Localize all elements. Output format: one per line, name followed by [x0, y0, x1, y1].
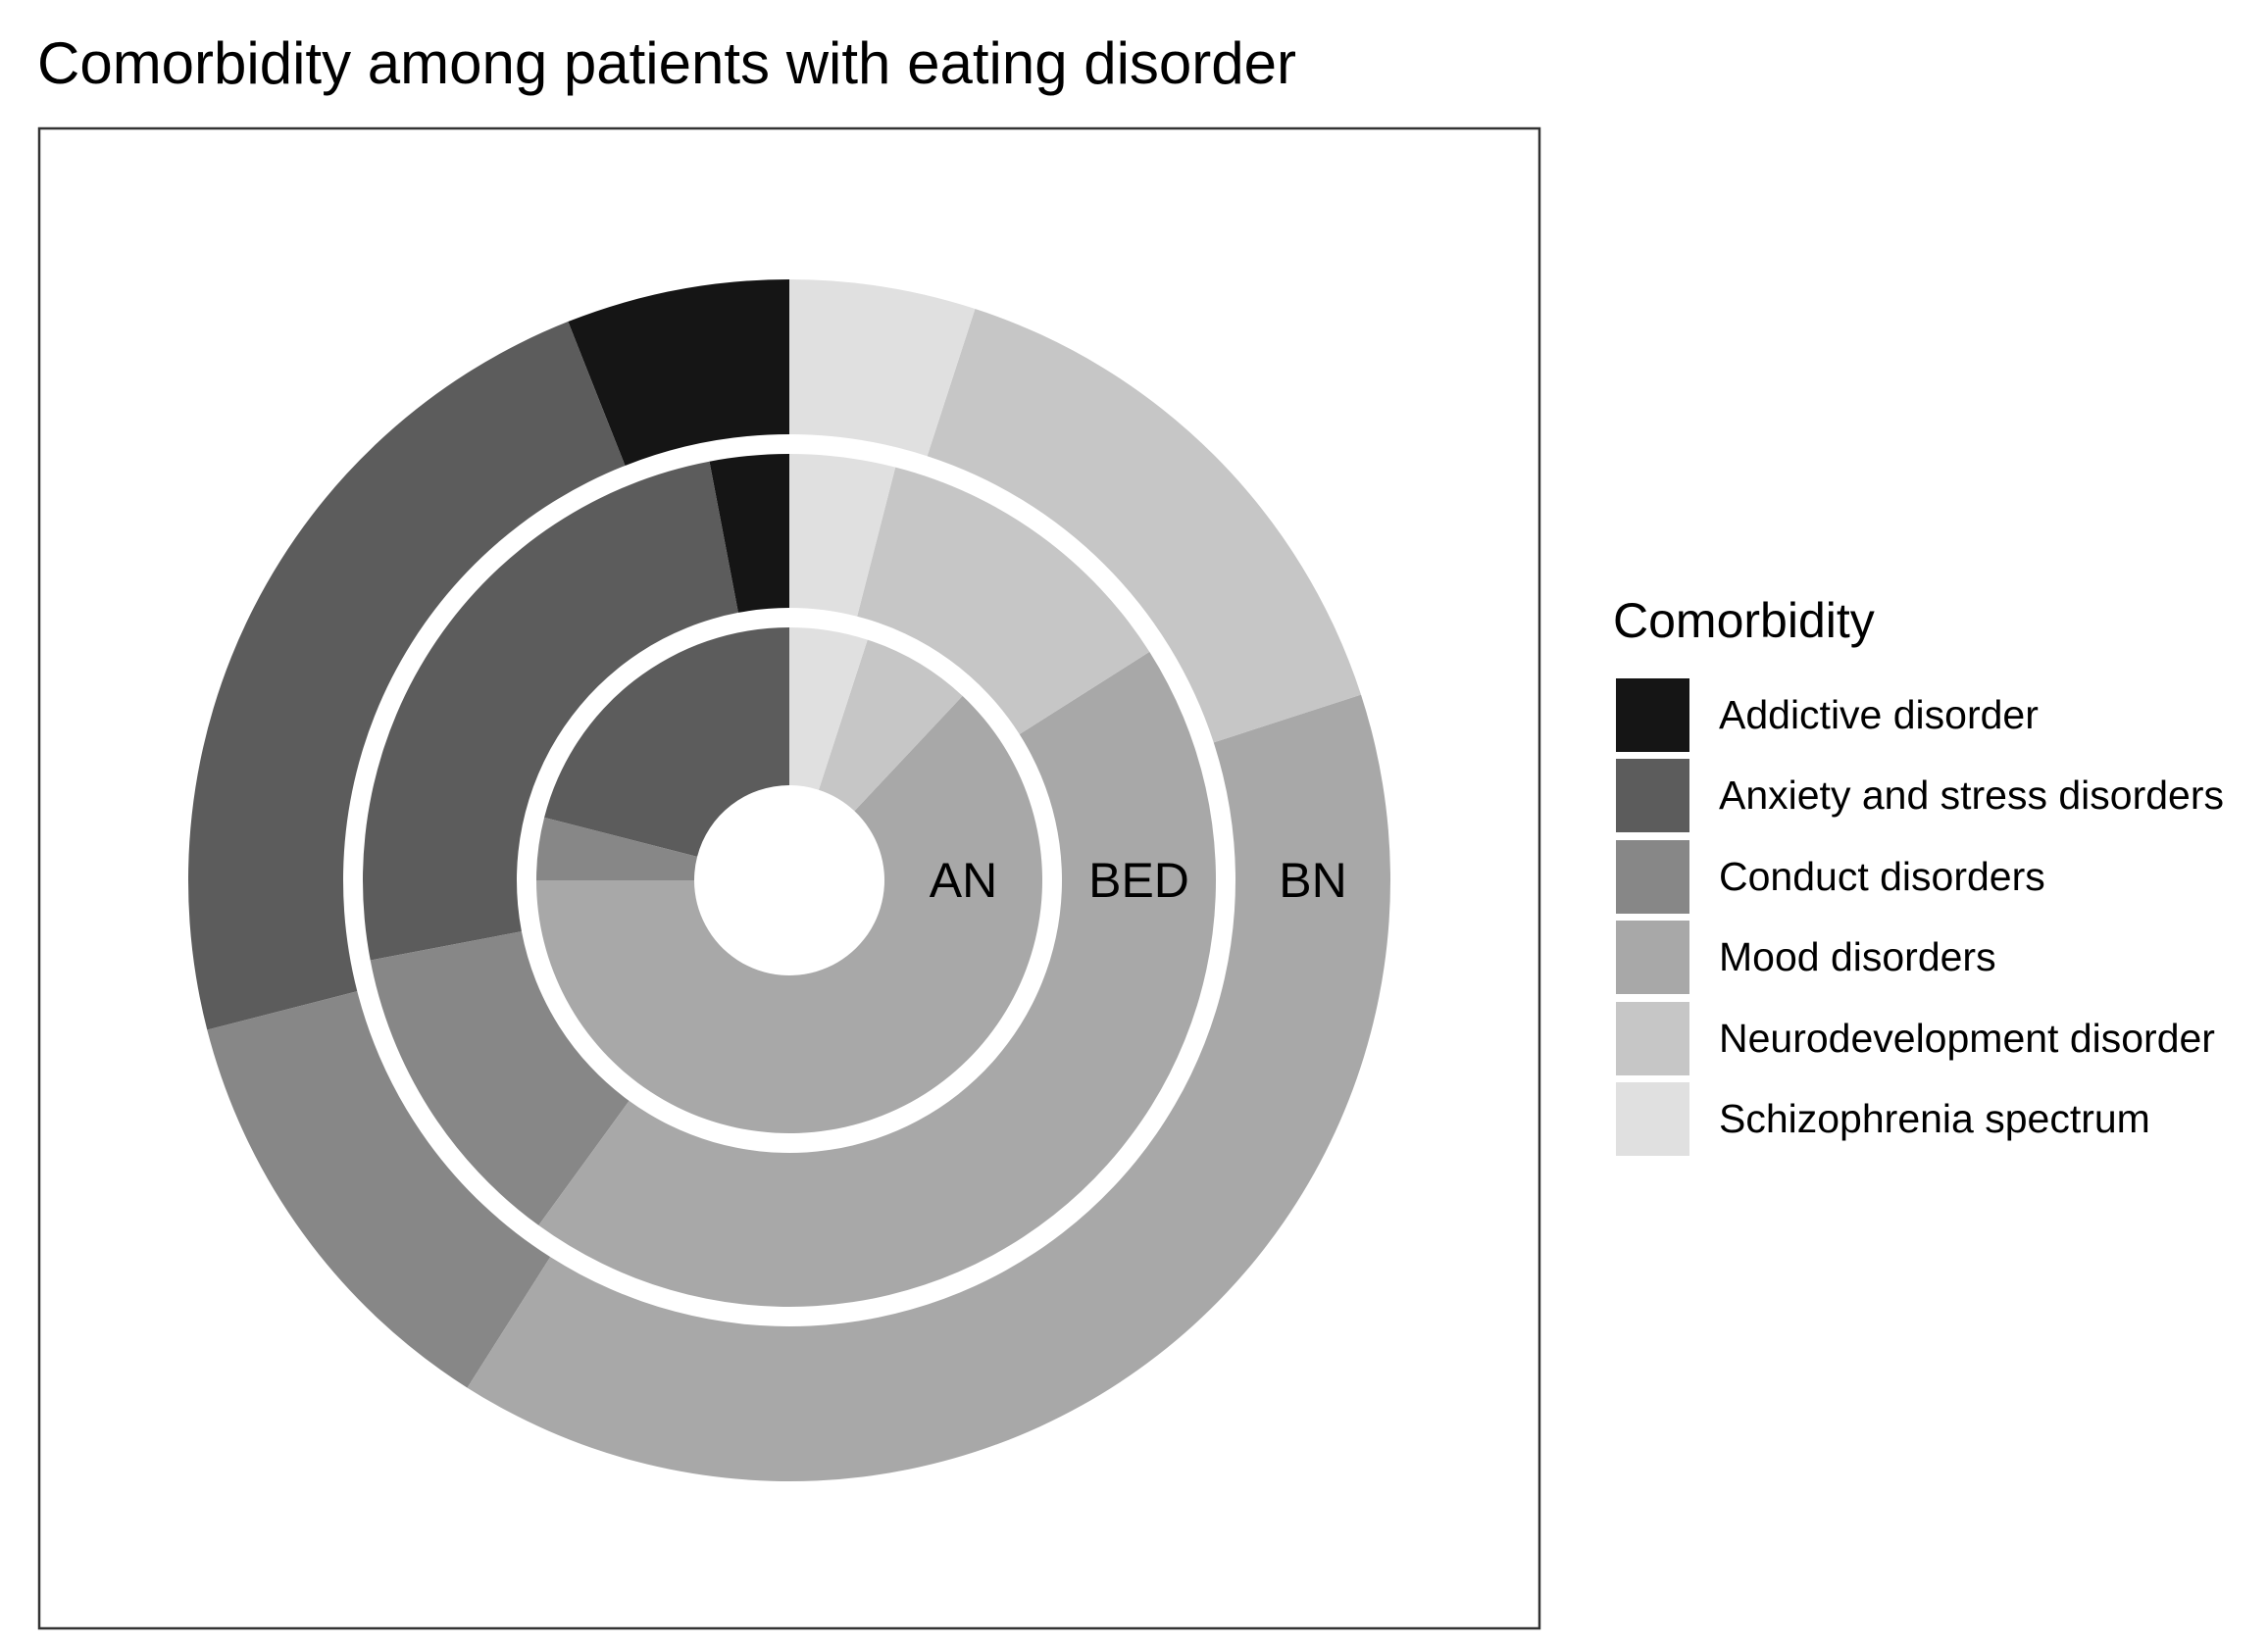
chart-title: Comorbidity among patients with eating d… [37, 30, 1296, 96]
slice-bed-anxiety-and-stress-disorders [363, 461, 738, 961]
plot-panel-border [37, 126, 1541, 1630]
legend-swatch [1616, 759, 1689, 832]
ring-label-an: AN [930, 853, 997, 908]
slice-bn-schizophrenia-spectrum [789, 279, 976, 457]
legend-item-schizophrenia-spectrum: Schizophrenia spectrum [1616, 1082, 2150, 1157]
slice-an-schizophrenia-spectrum [789, 627, 868, 790]
slice-bed-conduct-disorders [370, 931, 630, 1225]
legend-swatch [1616, 839, 1689, 914]
slice-an-mood-disorders [536, 695, 1042, 1133]
slice-bn-conduct-disorders [207, 991, 551, 1388]
legend-label: Schizophrenia spectrum [1719, 1096, 2150, 1141]
legend-item-mood-disorders: Mood disorders [1616, 921, 1996, 995]
legend-swatch [1616, 1001, 1689, 1075]
slice-bn-anxiety-and-stress-disorders [188, 322, 626, 1030]
legend-item-conduct-disorders: Conduct disorders [1616, 839, 2045, 914]
ring-label-bn: BN [1279, 853, 1346, 908]
slice-bed-schizophrenia-spectrum [789, 454, 896, 617]
slice-an-conduct-disorders [536, 817, 698, 880]
legend-label: Anxiety and stress disorders [1719, 773, 2225, 818]
slice-bed-mood-disorders [538, 651, 1216, 1307]
slice-bed-neurodevelopment-disorder [857, 467, 1150, 735]
legend-item-addictive-disorder: Addictive disorder [1616, 677, 2039, 752]
ring-label-bed: BED [1088, 853, 1189, 908]
slice-bn-addictive-disorder [568, 279, 789, 466]
legend-swatch [1616, 677, 1689, 752]
slice-bn-neurodevelopment-disorder [927, 309, 1361, 743]
slice-bn-mood-disorders [467, 694, 1390, 1481]
legend-swatch [1616, 921, 1689, 994]
legend-label: Mood disorders [1719, 934, 1996, 979]
ring-labels: AN BED BN [930, 853, 1347, 908]
legend-label: Neurodevelopment disorder [1719, 1015, 2215, 1061]
legend-item-neurodevelopment-disorder: Neurodevelopment disorder [1616, 1001, 2215, 1075]
legend-label: Addictive disorder [1719, 691, 2039, 737]
slice-an-neurodevelopment-disorder [818, 639, 963, 812]
legend-title: Comorbidity [1613, 593, 1875, 648]
slice-bed-addictive-disorder [709, 454, 789, 613]
slices-layer [188, 279, 1390, 1481]
legend-swatch [1616, 1082, 1689, 1156]
legend-item-anxiety-and-stress-disorders: Anxiety and stress disorders [1616, 759, 2224, 833]
legend-label: Conduct disorders [1719, 853, 2045, 899]
slice-an-anxiety-and-stress-disorders [544, 627, 789, 857]
